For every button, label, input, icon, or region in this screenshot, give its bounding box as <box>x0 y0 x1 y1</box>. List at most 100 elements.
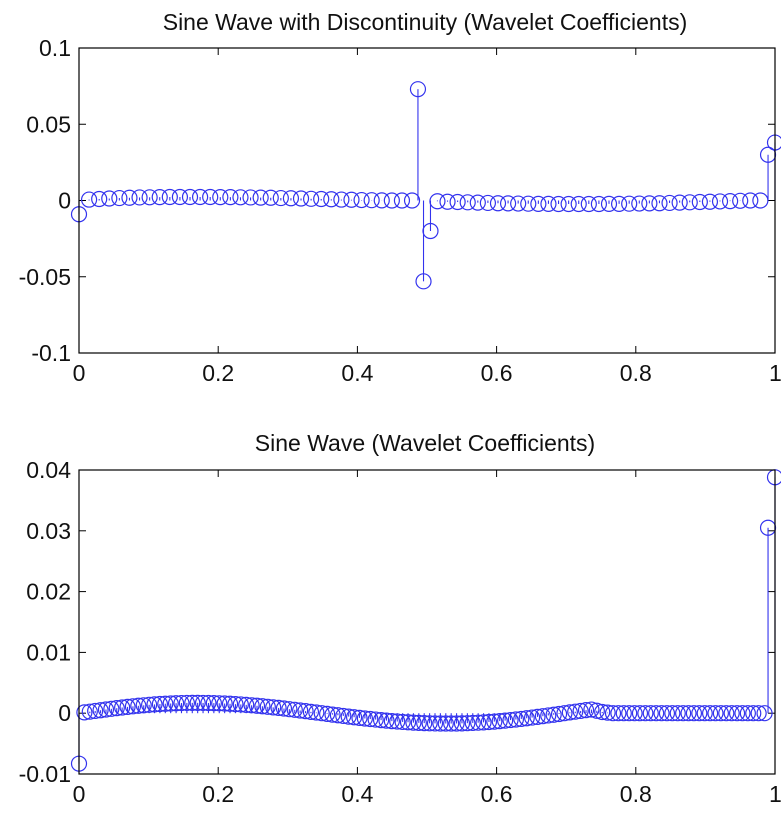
top-chart-point <box>580 195 597 213</box>
bottom-chart: Sine Wave (Wavelet Coefficients) -0.0100… <box>19 430 781 807</box>
top-chart-point <box>520 195 537 212</box>
bottom-chart-point <box>351 709 368 726</box>
top-chart-point <box>631 195 648 212</box>
bottom-chart-point <box>685 705 703 722</box>
bottom-chart-point <box>124 698 142 715</box>
bottom-chart-point <box>167 695 185 712</box>
top-chart-point <box>661 194 678 212</box>
bottom-chart-point <box>696 705 713 722</box>
bottom-chart-point <box>238 696 255 713</box>
top-chart-point <box>192 188 209 206</box>
bottom-chart-point <box>200 694 217 712</box>
bottom-chart-point <box>664 705 681 722</box>
top-chart-point <box>752 192 769 209</box>
bottom-chart-y-tick-label: 0 <box>58 700 71 726</box>
bottom-chart-point <box>480 713 498 731</box>
bottom-chart-point <box>658 705 676 722</box>
bottom-chart-point <box>399 714 417 731</box>
bottom-chart-point <box>561 704 578 721</box>
bottom-chart-point <box>459 715 476 732</box>
bottom-chart-point <box>211 695 228 712</box>
bottom-chart-point <box>248 697 266 714</box>
bottom-chart-point <box>254 698 271 715</box>
bottom-chart-point <box>275 700 293 717</box>
bottom-chart-x-tick-label: 0.2 <box>202 781 234 807</box>
top-chart-point <box>131 189 148 206</box>
bottom-chart-point <box>718 705 735 722</box>
bottom-chart-y-tick-label: 0.02 <box>26 579 71 605</box>
top-chart-point <box>262 189 279 206</box>
top-chart-point <box>742 192 759 209</box>
bottom-chart-point <box>270 699 287 717</box>
bottom-chart-point <box>362 710 379 728</box>
bottom-chart-point <box>340 708 357 725</box>
bottom-chart-point <box>734 705 751 722</box>
top-chart-point <box>722 193 739 210</box>
top-chart-point <box>415 273 432 290</box>
bottom-chart-point <box>302 703 320 720</box>
bottom-chart-point <box>259 698 276 715</box>
top-chart-point <box>550 195 567 213</box>
top-chart-point <box>80 191 98 208</box>
top-chart-point <box>621 195 638 212</box>
bottom-chart-point <box>599 704 616 721</box>
top-chart-point <box>429 193 446 210</box>
bottom-chart-point <box>486 713 503 730</box>
bottom-chart-point <box>648 705 665 722</box>
bottom-chart-point <box>491 713 508 730</box>
bottom-chart-point <box>292 702 309 719</box>
top-chart-point <box>711 193 729 210</box>
bottom-chart-point <box>146 696 163 713</box>
bottom-chart-point <box>324 706 341 723</box>
bottom-chart-point <box>556 705 573 722</box>
top-chart-point <box>590 195 608 213</box>
bottom-chart-point <box>745 705 762 722</box>
bottom-chart-point <box>669 705 686 722</box>
top-chart-x-tick-label: 0 <box>73 360 86 386</box>
top-chart-point <box>171 188 189 206</box>
bottom-chart-point <box>475 714 492 731</box>
bottom-chart-point <box>135 697 152 714</box>
bottom-chart-point <box>281 701 298 718</box>
top-chart-point <box>181 188 199 206</box>
top-chart-point <box>111 189 128 207</box>
bottom-chart-point <box>448 715 465 732</box>
bottom-chart-point <box>750 705 767 722</box>
top-chart-point <box>489 195 507 212</box>
top-chart-title: Sine Wave with Discontinuity (Wavelet Co… <box>163 9 688 35</box>
bottom-chart-point <box>534 708 551 725</box>
top-chart-point <box>422 222 439 240</box>
bottom-chart-x-tick-label: 1 <box>769 781 781 807</box>
bottom-chart-point <box>675 705 692 722</box>
bottom-chart-point <box>550 705 568 723</box>
top-chart-point <box>141 189 158 206</box>
bottom-chart-point <box>308 704 325 721</box>
top-chart-point <box>651 195 668 212</box>
bottom-chart-point <box>631 705 649 722</box>
top-chart-point <box>303 190 320 207</box>
top-chart-x-tick-label: 0.8 <box>620 360 652 386</box>
bottom-chart-x-tick-label: 0.6 <box>481 781 513 807</box>
bottom-chart-y-tick-label: 0.03 <box>26 518 71 544</box>
top-chart-point <box>121 189 138 206</box>
bottom-chart-point <box>378 712 395 729</box>
bottom-chart-point <box>243 697 260 714</box>
top-chart-point <box>161 188 178 206</box>
bottom-chart-point <box>108 700 125 717</box>
top-chart-point <box>439 193 456 210</box>
bottom-chart-point <box>621 705 638 722</box>
top-chart-series <box>70 81 781 290</box>
top-chart-point <box>479 194 496 212</box>
bottom-chart-point <box>701 705 719 722</box>
top-chart-x-ticks: 0 0.2 0.4 0.6 0.8 1 <box>73 48 781 386</box>
bottom-chart-point <box>518 710 535 727</box>
top-chart-y-tick-label: 0.05 <box>26 111 71 137</box>
top-chart-point <box>671 194 688 211</box>
bottom-chart-point <box>583 701 600 718</box>
bottom-chart-point <box>529 708 546 726</box>
bottom-chart-point <box>87 702 104 720</box>
top-chart-point <box>282 190 300 207</box>
top-chart-point <box>373 192 390 209</box>
top-chart-point <box>570 195 587 213</box>
bottom-chart-point <box>297 703 314 720</box>
